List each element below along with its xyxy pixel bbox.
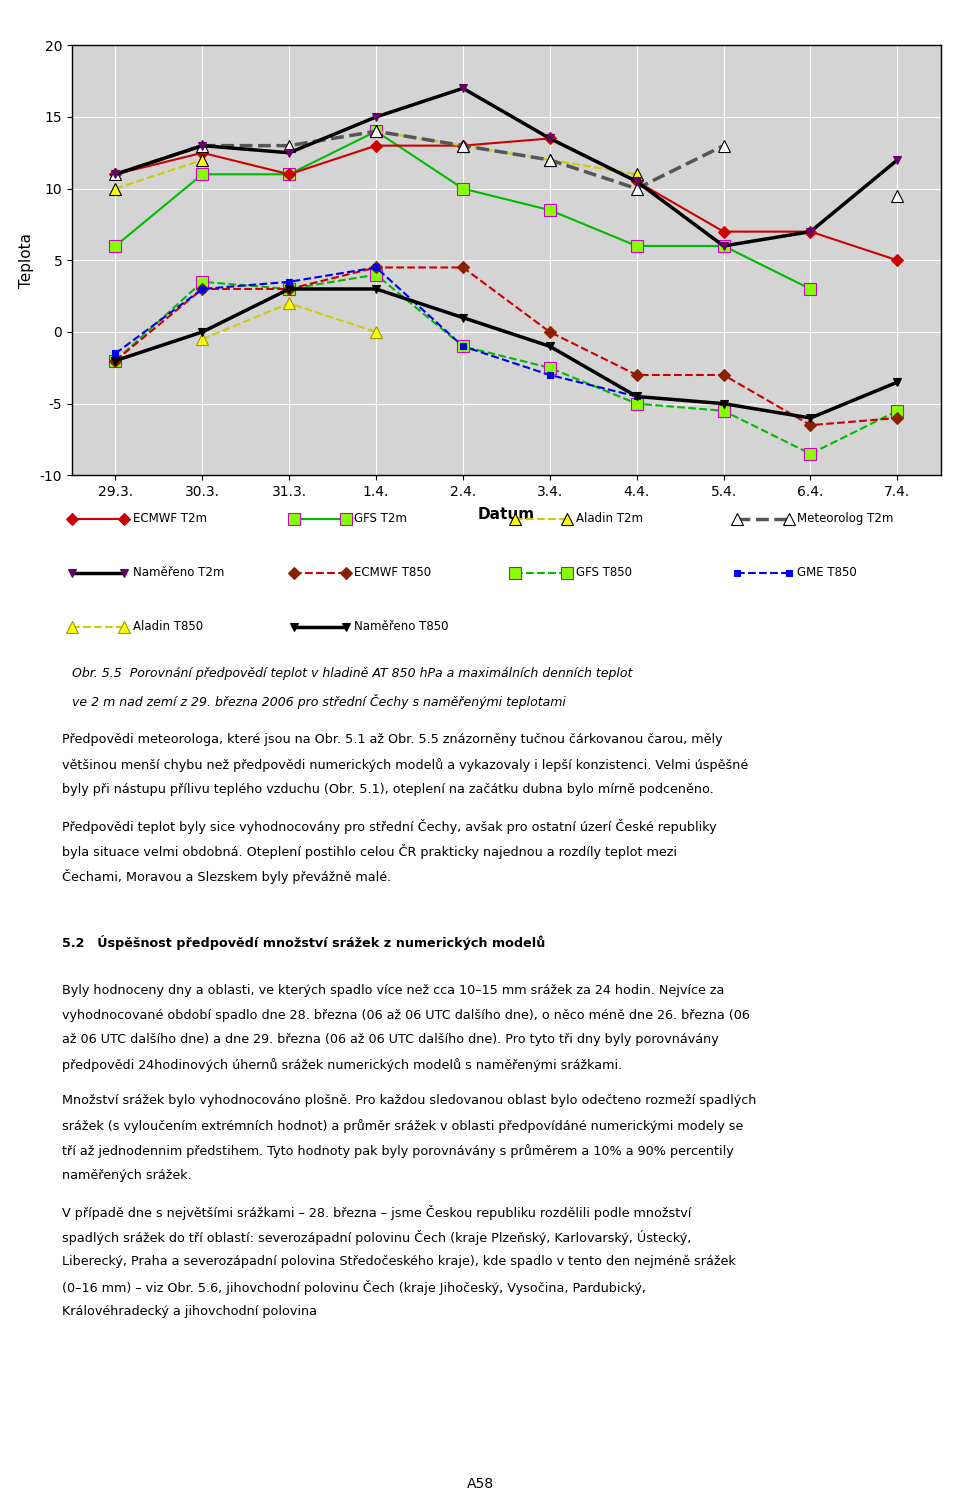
Text: Meteorolog T2m: Meteorolog T2m: [798, 513, 894, 525]
Text: A58: A58: [467, 1477, 493, 1491]
Text: tří až jednodennim předstihem. Tyto hodnoty pak byly porovnávány s průměrem a 10: tří až jednodennim předstihem. Tyto hodn…: [62, 1144, 734, 1159]
Text: Předpovědi teplot byly sice vyhodnocovány pro střední Čechy, avšak pro ostatní ú: Předpovědi teplot byly sice vyhodnocován…: [62, 819, 717, 834]
Text: (0–16 mm) – viz Obr. 5.6, jihovchodní polovinu Čech (kraje Jihočeský, Vysočina, : (0–16 mm) – viz Obr. 5.6, jihovchodní po…: [62, 1280, 646, 1295]
Text: GFS T2m: GFS T2m: [354, 513, 407, 525]
Text: V případě dne s největšími srážkami – 28. března – jsme Českou republiku rozděli: V případě dne s největšími srážkami – 28…: [62, 1206, 692, 1221]
Text: GME T850: GME T850: [798, 566, 857, 579]
Text: Liberecký, Praha a severozápadní polovina Středočeského kraje), kde spadlo v ten: Liberecký, Praha a severozápadní polovin…: [62, 1255, 736, 1268]
Text: předpovědi 24hodinových úhernů srážek numerických modelů s naměřenými srážkami.: předpovědi 24hodinových úhernů srážek nu…: [62, 1058, 623, 1073]
Text: Čechami, Moravou a Slezskem byly převážně malé.: Čechami, Moravou a Slezskem byly převážn…: [62, 869, 392, 884]
Text: až 06 UTC dalšího dne) a dne 29. března (06 až 06 UTC dalšího dne). Pro tyto tři: až 06 UTC dalšího dne) a dne 29. března …: [62, 1034, 719, 1046]
Text: Byly hodnoceny dny a oblasti, ve kterých spadlo více než cca 10–15 mm srážek za : Byly hodnoceny dny a oblasti, ve kterých…: [62, 984, 725, 996]
Text: ECMWF T2m: ECMWF T2m: [132, 513, 206, 525]
Text: 5.2 Úspěšnost předpovědí množství srážek z numerických modelů: 5.2 Úspěšnost předpovědí množství srážek…: [62, 936, 546, 951]
Text: Obr. 5.5  Porovnání předpovědí teplot v hladině AT 850 hPa a maximálních denních: Obr. 5.5 Porovnání předpovědí teplot v h…: [72, 667, 633, 681]
Text: byly při nástupu přílivu teplého vzduchu (Obr. 5.1), oteplení na začátku dubna b: byly při nástupu přílivu teplého vzduchu…: [62, 783, 714, 797]
Text: Královéhradecký a jihovchodní polovina: Královéhradecký a jihovchodní polovina: [62, 1305, 318, 1317]
Text: vyhodnocované období spadlo dne 28. března (06 až 06 UTC dalšího dne), o něco mé: vyhodnocované období spadlo dne 28. břez…: [62, 1008, 751, 1022]
Text: většinou menší chybu než předpovědi numerických modelů a vykazovaly i lepší konz: většinou menší chybu než předpovědi nume…: [62, 758, 749, 773]
Text: GFS T850: GFS T850: [576, 566, 632, 579]
Text: Aladin T2m: Aladin T2m: [576, 513, 643, 525]
Text: Aladin T850: Aladin T850: [132, 620, 203, 634]
Text: byla situace velmi obdobná. Oteplení postihlo celou ČR prakticky najednou a rozd: byla situace velmi obdobná. Oteplení pos…: [62, 844, 678, 859]
Text: Předpovědi meteorologa, které jsou na Obr. 5.1 až Obr. 5.5 znázorněny tučnou čár: Předpovědi meteorologa, které jsou na Ob…: [62, 733, 723, 747]
Y-axis label: Teplota: Teplota: [19, 232, 35, 288]
Text: ve 2 m nad zemí z 29. března 2006 pro střední Čechy s naměřenými teplotami: ve 2 m nad zemí z 29. března 2006 pro st…: [72, 694, 565, 709]
Text: Naměřeno T850: Naměřeno T850: [354, 620, 449, 634]
Text: Naměřeno T2m: Naměřeno T2m: [132, 566, 225, 579]
Text: spadlých srážek do tří oblastí: severozápadní polovinu Čech (kraje Plzeňský, Kar: spadlých srážek do tří oblastí: severozá…: [62, 1230, 692, 1245]
Text: naměřených srážek.: naměřených srážek.: [62, 1169, 192, 1182]
Text: srážek (s vyloučením extrémních hodnot) a průměr srážek v oblasti předpovídáné n: srážek (s vyloučením extrémních hodnot) …: [62, 1120, 744, 1133]
Text: Množství srážek bylo vyhodnocováno plošně. Pro každou sledovanou oblast bylo ode: Množství srážek bylo vyhodnocováno plošn…: [62, 1094, 756, 1108]
X-axis label: Datum: Datum: [478, 507, 535, 522]
Text: ECMWF T850: ECMWF T850: [354, 566, 431, 579]
